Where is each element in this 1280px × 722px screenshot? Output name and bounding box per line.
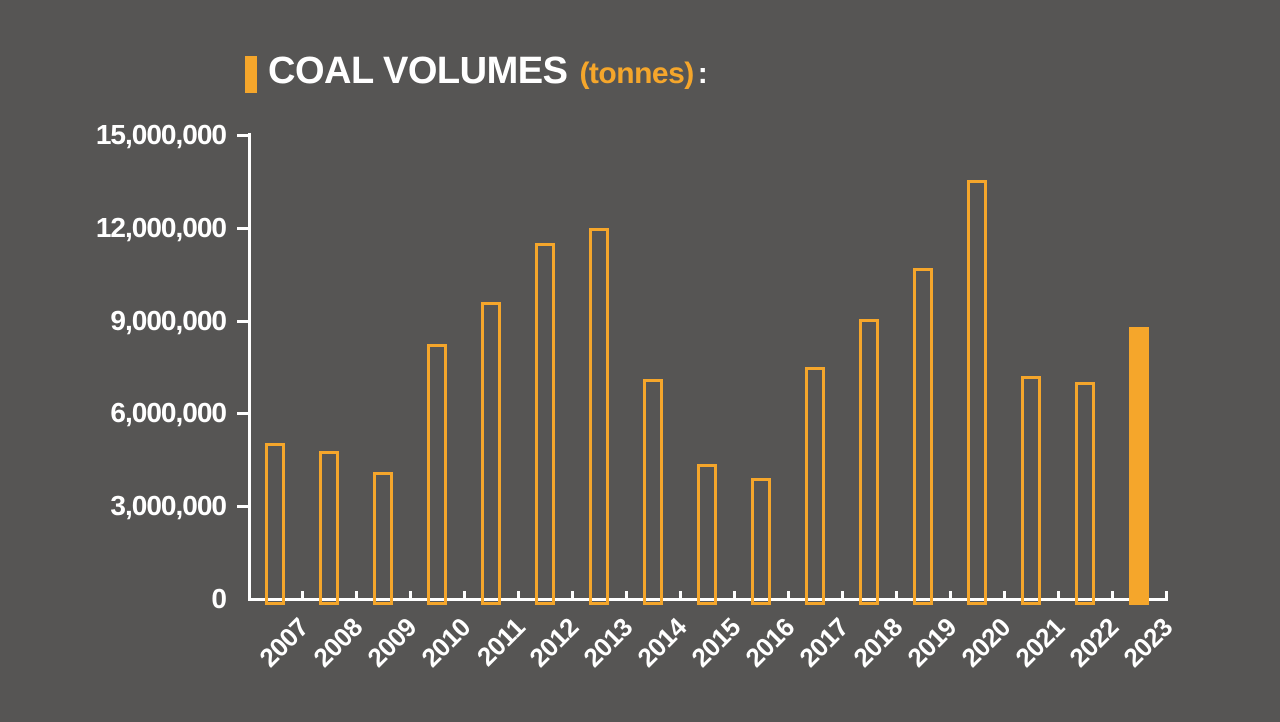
x-axis-tick <box>625 591 628 598</box>
y-axis-line <box>248 133 251 601</box>
x-axis-label-2009: 2009 <box>361 612 423 673</box>
bar-2012 <box>535 243 555 605</box>
x-axis-tick <box>841 591 844 598</box>
chart-title-unit: (tonnes) <box>579 57 694 90</box>
y-axis-label-3000000: 3,000,000 <box>110 490 227 522</box>
x-axis-label-2008: 2008 <box>307 612 369 673</box>
bar-2019 <box>913 268 933 605</box>
bar-2023 <box>1129 326 1149 605</box>
bar-2009 <box>373 472 393 605</box>
x-axis-tick <box>949 591 952 598</box>
x-axis-tick <box>1003 591 1006 598</box>
y-axis-label-6000000: 6,000,000 <box>110 397 227 429</box>
x-axis-label-2012: 2012 <box>523 612 585 673</box>
x-axis-label-2016: 2016 <box>739 612 801 673</box>
x-axis-label-2019: 2019 <box>901 612 963 673</box>
bar-2008 <box>319 450 339 605</box>
bar-2016 <box>751 478 771 605</box>
chart-title-text: COAL VOLUMES <box>268 50 568 92</box>
y-axis-tick <box>237 134 249 137</box>
bar-2015 <box>697 464 717 605</box>
x-axis-tick <box>571 591 574 598</box>
x-axis-label-2023: 2023 <box>1117 612 1179 673</box>
x-axis-tick <box>733 591 736 598</box>
bar-2020 <box>967 179 987 605</box>
x-axis-label-2017: 2017 <box>793 612 855 673</box>
x-axis-tick <box>1165 591 1168 598</box>
y-axis-tick <box>237 505 249 509</box>
x-axis-label-2011: 2011 <box>470 612 531 672</box>
x-axis-label-2022: 2022 <box>1063 612 1125 673</box>
x-axis-tick <box>895 591 898 598</box>
chart-title: COAL VOLUMES (tonnes) : <box>268 50 708 93</box>
y-axis-label-9000000: 9,000,000 <box>110 304 227 336</box>
x-axis-tick <box>409 591 412 598</box>
x-axis-label-2020: 2020 <box>955 612 1017 673</box>
x-axis-line <box>248 598 1168 601</box>
x-axis-tick <box>1057 591 1060 598</box>
bar-2017 <box>805 367 825 605</box>
y-axis-label-0: 0 <box>211 583 227 614</box>
x-axis-tick <box>787 591 790 598</box>
x-axis-tick <box>463 591 466 598</box>
bar-2007 <box>265 442 285 605</box>
x-axis-label-2015: 2015 <box>685 612 747 673</box>
bar-2018 <box>859 319 879 605</box>
bar-2013 <box>589 227 609 605</box>
x-axis-tick <box>517 591 520 598</box>
x-axis-label-2013: 2013 <box>577 612 639 673</box>
x-axis-tick <box>301 591 304 598</box>
y-axis-tick <box>237 319 249 323</box>
y-axis-label-12000000: 12,000,000 <box>95 211 227 243</box>
x-axis-tick <box>679 591 682 598</box>
bar-2022 <box>1075 382 1095 605</box>
x-axis-label-2021: 2021 <box>1009 612 1071 673</box>
bar-2014 <box>643 379 663 605</box>
y-axis-tick <box>237 226 249 230</box>
chart-title-colon: : <box>697 57 708 90</box>
bar-2010 <box>427 343 447 605</box>
bar-2011 <box>481 302 501 605</box>
x-axis-tick <box>355 591 358 598</box>
y-axis-label-15000000: 15,000,000 <box>95 119 227 150</box>
y-axis-tick <box>237 412 249 416</box>
x-axis-label-2010: 2010 <box>415 612 477 673</box>
bar-2021 <box>1021 376 1041 605</box>
x-axis-label-2018: 2018 <box>847 612 909 673</box>
x-axis-label-2014: 2014 <box>631 612 693 673</box>
x-axis-tick <box>1111 591 1114 598</box>
title-marker-bar <box>245 56 257 93</box>
x-axis-label-2007: 2007 <box>253 612 315 673</box>
